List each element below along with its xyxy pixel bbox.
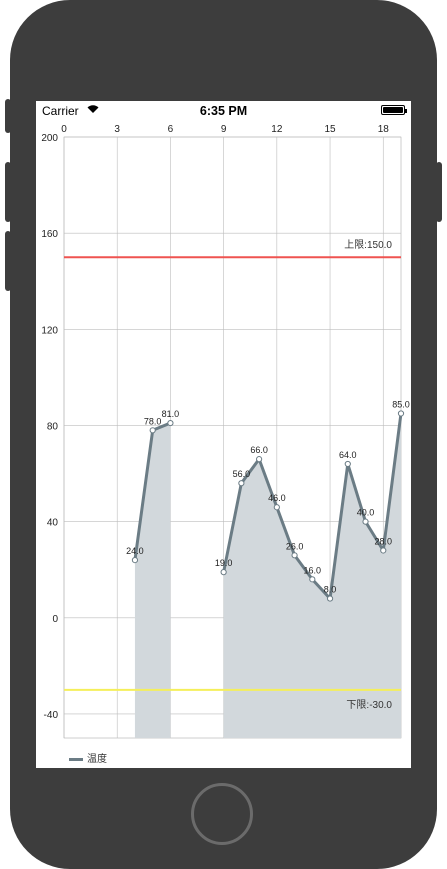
battery-icon [381,105,407,115]
data-point [326,595,334,602]
x-tick-label: 0 [61,124,67,135]
y-tick-label: -40 [44,710,59,721]
status-bar: Carrier 6:35 PM [36,101,411,121]
x-tick-label: 6 [168,124,174,135]
value-label: 28.0 [374,536,392,546]
x-tick-label: 3 [114,124,120,135]
value-label: 64.0 [339,450,357,460]
data-point [309,576,316,583]
data-point [238,480,245,487]
x-tick-label: 9 [221,124,227,135]
data-point [380,547,387,554]
data-point [131,557,139,564]
volume-up-button [5,162,11,222]
limit-lines: 上限:150.0 下限:-30.0 [64,239,401,711]
mute-switch [5,99,11,133]
y-tick-label: 120 [41,325,58,336]
value-labels: 24.0 78.081.0 19.0 56.0 66.0 46.0 26.0 16.08.0 6… [126,399,410,594]
legend-swatch [69,757,83,761]
data-point [167,419,174,427]
value-label: 40.0 [357,508,375,518]
value-label: 24.0 [126,546,144,556]
value-label: 26.0 [286,541,304,551]
x-axis-tick-labels: 0 3 6 9 12 15 18 [61,124,389,135]
data-point [397,410,405,417]
value-label: 81.0 [162,409,180,419]
value-label: 56.0 [233,469,251,479]
y-tick-label: 40 [47,518,59,529]
y-axis-tick-labels: 200 160 120 80 40 0 -40 [41,133,58,721]
x-tick-label: 12 [271,124,283,135]
x-tick-label: 15 [324,124,336,135]
value-label: 19.0 [215,558,233,568]
value-label: 85.0 [392,399,410,409]
limit-line-label: 上限:150.0 [344,239,392,251]
data-point [220,569,227,576]
legend-label: 温度 [87,754,107,765]
status-time: 6:35 PM [199,104,248,118]
data-point [149,427,156,434]
volume-down-button [5,231,11,291]
y-tick-label: 160 [41,229,58,240]
x-tick-label: 18 [378,124,390,135]
line-chart[interactable]: 上限:150.0 下限:-30.0 24.0 78.081.0 19.0 56.0 66.… [36,101,411,768]
data-points [131,410,405,602]
y-tick-label: 200 [41,133,58,144]
data-point [256,456,263,463]
screen: Carrier 6:35 PM 上限:150.0 下限:-30.0 24.0 78.… [36,101,411,768]
value-label: 8.0 [324,585,337,595]
wifi-icon [86,103,100,117]
value-label: 78.0 [144,416,162,426]
carrier-label: Carrier [42,104,79,118]
y-tick-label: 80 [47,421,59,432]
data-point [291,552,298,559]
y-tick-label: 0 [52,614,58,625]
power-button [436,162,442,222]
home-button[interactable] [191,783,253,845]
limit-line-label: 下限:-30.0 [346,699,392,711]
value-label: 46.0 [268,493,286,503]
legend: 温度 [69,750,107,765]
data-point [344,460,351,468]
data-point [273,504,280,511]
value-label: 16.0 [304,565,322,575]
data-point [362,518,369,525]
value-label: 66.0 [250,445,268,455]
